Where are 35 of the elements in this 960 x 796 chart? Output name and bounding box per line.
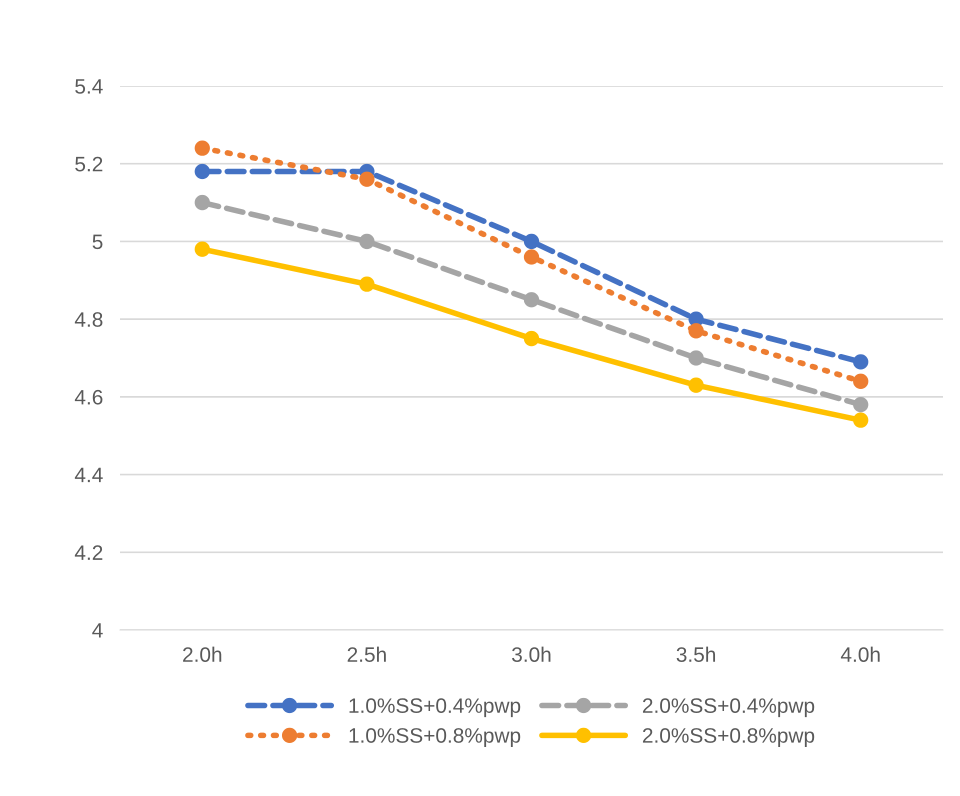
y-tick-label: 4.2 (74, 545, 102, 560)
point (194, 164, 210, 180)
point (524, 292, 540, 308)
x-tick-label: 3.5h (676, 646, 716, 662)
y-tick-label: 5.2 (75, 156, 102, 172)
point (853, 354, 868, 370)
point (853, 412, 868, 428)
y-tick-label: 5 (92, 234, 102, 250)
x-tick-label: 4.0h (840, 646, 880, 662)
x-tick-label: 2.5h (348, 646, 386, 662)
point (194, 242, 210, 257)
x-tick-label: 3.0h (512, 646, 550, 662)
legend-label: 2.0%SS+0.8%pwp (642, 728, 814, 747)
y-tick-label: 4.6 (74, 390, 102, 405)
y-tick-label: 4.4 (74, 468, 103, 482)
point (524, 234, 540, 250)
point (688, 378, 704, 393)
point (359, 172, 375, 187)
y-tick-label: 4.8 (74, 312, 102, 327)
legend-label: 2.0%SS+0.4%pwp (642, 698, 814, 718)
y-tick-label: 4 (92, 623, 103, 638)
point (194, 194, 210, 210)
point (359, 234, 375, 250)
point (359, 276, 375, 292)
point (524, 330, 540, 346)
point (194, 140, 210, 156)
point (688, 323, 704, 338)
point (853, 374, 868, 389)
point (524, 249, 540, 265)
legend-label: 1.0%SS+0.4%pwp (350, 698, 520, 718)
x-tick-label: 2.0h (183, 646, 222, 662)
y-tick-label: 5.4 (75, 79, 103, 94)
legend-label: 1.0%SS+0.8%pwp (350, 728, 520, 747)
point (853, 396, 868, 412)
point (688, 350, 704, 366)
